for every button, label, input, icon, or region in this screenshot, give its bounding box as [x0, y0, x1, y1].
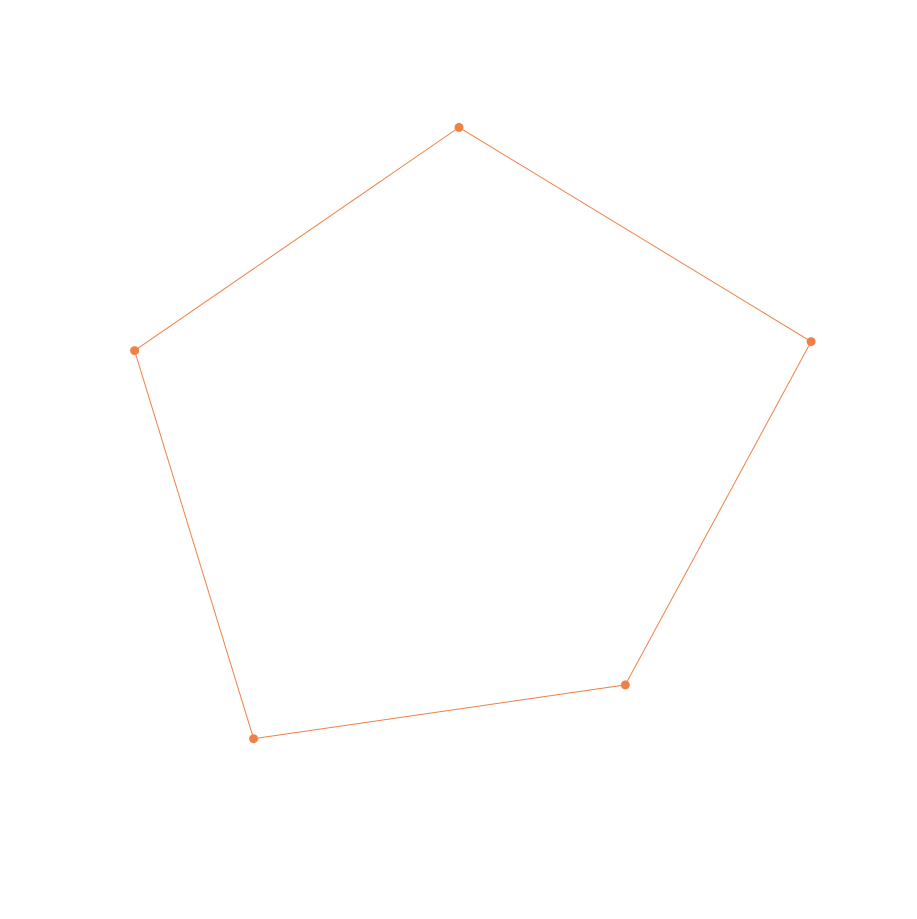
data-point [806, 337, 816, 347]
data-point [620, 680, 630, 690]
data-point [249, 734, 259, 744]
series-line [134, 126, 812, 740]
series-layer [130, 122, 816, 744]
data-point [454, 122, 464, 132]
data-point [130, 346, 140, 356]
